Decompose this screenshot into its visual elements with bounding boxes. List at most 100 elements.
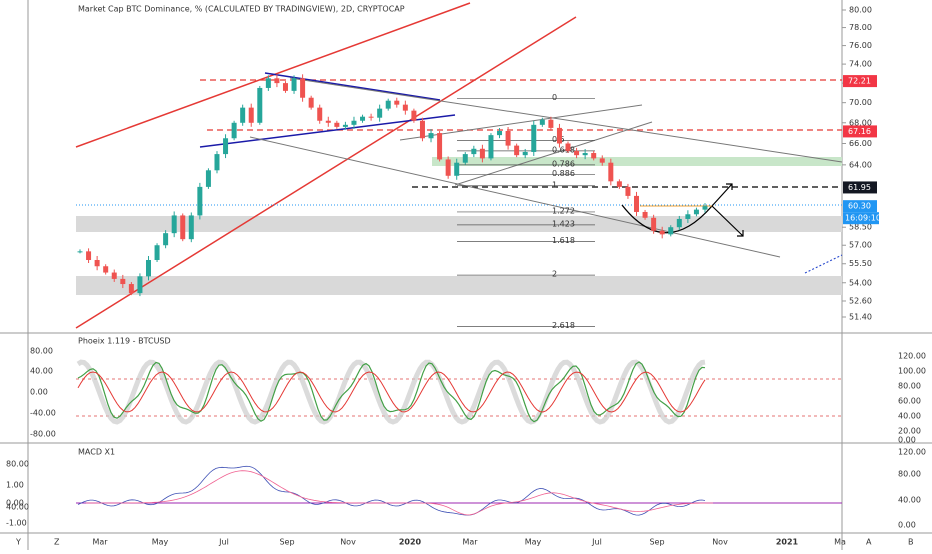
candle-body [616, 181, 622, 187]
candle-body [77, 251, 83, 253]
y-tick-label: 66.00 [849, 139, 872, 148]
candle-body [505, 130, 511, 146]
y-tick-label: 40.00 [6, 503, 29, 512]
candle-body [231, 122, 237, 139]
candle-body [248, 107, 254, 123]
y-tick-label: -40.00 [30, 409, 56, 418]
pane-title: MACD X1 [78, 448, 115, 457]
candle-body [608, 162, 614, 182]
toolbar-icon[interactable]: Y [15, 538, 21, 547]
candle-body [300, 78, 306, 98]
y-tick-label: 78.00 [849, 23, 872, 32]
candle-body [137, 276, 143, 294]
candle-body [471, 148, 477, 155]
y-tick-label: -80.00 [30, 430, 56, 439]
candle-body [360, 116, 366, 121]
trend-line [75, 2, 471, 148]
toolbar-icon[interactable]: A [866, 538, 872, 547]
y-tick-label: 80.00 [849, 6, 872, 15]
y-tick-label: 80.00 [898, 470, 921, 479]
candle-body [591, 153, 597, 159]
y-tick-label: 55.50 [849, 259, 872, 268]
x-tick-label: Sep [279, 538, 294, 547]
chart-title: Market Cap BTC Dominance, % (CALCULATED … [78, 5, 405, 14]
zone [76, 276, 842, 295]
countdown: 16:09:10 [845, 214, 881, 223]
y-tick-label: 64.00 [849, 160, 872, 169]
y-tick-label: 120.00 [898, 352, 926, 361]
y-tick-label: 20.00 [898, 427, 921, 436]
fib-label: 0.786 [552, 159, 575, 168]
candle-body [454, 162, 460, 176]
y-tick-label: 70.00 [849, 98, 872, 107]
candle-body [531, 124, 537, 152]
x-tick-label: 2020 [399, 538, 422, 547]
price-marker [843, 75, 877, 88]
candle-body [86, 251, 92, 261]
fib-label: 0.618 [552, 145, 575, 154]
price-marker [843, 181, 877, 194]
candle-body [634, 195, 640, 212]
candle-body [154, 245, 160, 261]
candle-body [642, 211, 648, 218]
y-tick-label: -1.00 [6, 519, 27, 528]
price-marker-label: 61.95 [848, 183, 871, 192]
toolbar-icon[interactable]: Z [54, 538, 60, 547]
candle-body [599, 158, 605, 163]
candle-body [351, 120, 357, 125]
osc-area [76, 359, 706, 425]
x-tick-label: May [152, 538, 169, 547]
price-marker [843, 200, 877, 213]
x-tick-label: Nov [340, 538, 356, 547]
candle-body [462, 154, 468, 163]
countdown-box [843, 212, 879, 225]
candle-body [428, 133, 434, 139]
trend-line [75, 16, 577, 329]
candle-body [437, 133, 443, 160]
candle-body [394, 100, 400, 105]
x-tick-label: Jul [218, 538, 229, 547]
candle-body [488, 135, 494, 159]
y-tick-label: 54.00 [849, 278, 872, 287]
x-tick-label: 2021 [776, 538, 799, 547]
y-tick-label: 80.00 [6, 460, 29, 469]
candle-body [625, 186, 631, 196]
candle-body [291, 78, 297, 91]
y-tick-label: 60.00 [898, 397, 921, 406]
trend-line [289, 77, 843, 163]
candle-body [574, 150, 580, 156]
x-tick-label: Ma [834, 538, 846, 547]
arrow [711, 183, 733, 207]
toolbar-icon[interactable]: B [908, 538, 914, 547]
candle-body [188, 215, 194, 240]
x-tick-label: Sep [649, 538, 664, 547]
x-tick-label: Nov [712, 538, 728, 547]
y-tick-label: 51.40 [849, 313, 872, 322]
candle-body [317, 107, 323, 121]
candle-body [145, 260, 151, 277]
candle-body [111, 272, 117, 279]
y-tick-label: 80.00 [30, 347, 53, 356]
candle-body [282, 83, 288, 91]
y-tick-label: 76.00 [849, 41, 872, 50]
candle-body [128, 284, 134, 294]
cup-arc [621, 204, 713, 234]
candle-body [120, 278, 126, 285]
candle-body [668, 227, 674, 235]
y-tick-label: 100.00 [898, 367, 926, 376]
candle-body [651, 217, 657, 231]
fib-label: 1.423 [552, 219, 575, 228]
x-tick-label: Mar [92, 538, 108, 547]
price-marker-label: 72.21 [848, 77, 871, 86]
trend-line [804, 254, 843, 274]
fib-label: 2.618 [552, 321, 575, 330]
candle-body [522, 151, 528, 156]
x-tick-label: May [525, 538, 542, 547]
y-tick-label: 80.00 [898, 382, 921, 391]
candle-body [411, 110, 417, 121]
candle-body [180, 215, 186, 240]
y-tick-label: 58.50 [849, 223, 872, 232]
arrow [711, 205, 744, 237]
price-marker-label: 60.30 [848, 202, 871, 211]
